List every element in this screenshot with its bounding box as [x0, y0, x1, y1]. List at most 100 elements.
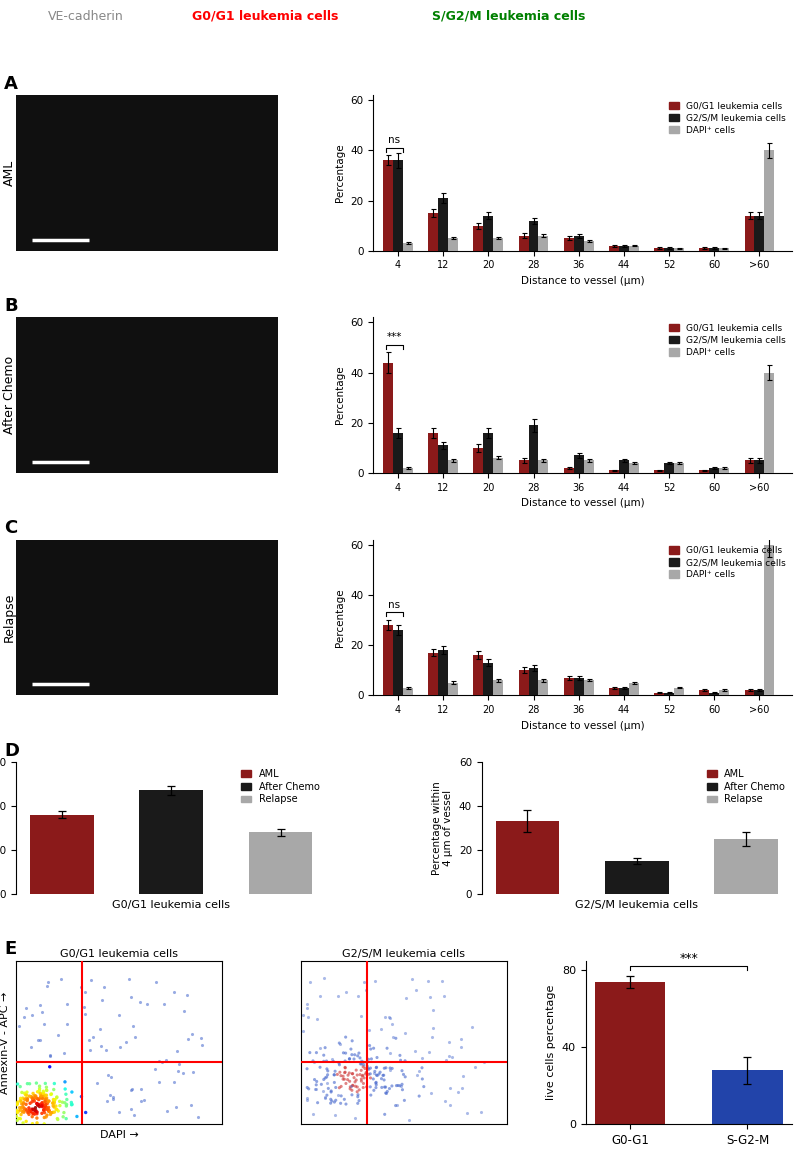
- Point: [40, 1082, 53, 1100]
- Point: [99, 1041, 112, 1060]
- Point: [159, 1050, 172, 1069]
- Point: [49, 1091, 62, 1109]
- Point: [373, 1065, 386, 1084]
- Point: [26, 1105, 39, 1123]
- Point: [119, 1033, 132, 1052]
- Y-axis label: Percentage: Percentage: [334, 144, 345, 202]
- Bar: [383, 362, 393, 473]
- Point: [61, 1091, 74, 1109]
- Point: [35, 1088, 48, 1107]
- Point: [38, 1108, 50, 1126]
- Point: [375, 1078, 388, 1097]
- Point: [60, 1097, 73, 1115]
- Point: [17, 1098, 30, 1116]
- Point: [370, 1076, 382, 1094]
- Point: [338, 1090, 350, 1108]
- Point: [26, 1115, 39, 1133]
- Bar: [754, 216, 765, 250]
- Point: [351, 1065, 364, 1084]
- Point: [365, 1049, 378, 1068]
- Point: [78, 998, 90, 1017]
- Point: [311, 1093, 324, 1111]
- Point: [333, 1034, 346, 1053]
- Bar: [494, 680, 503, 695]
- Y-axis label: live cells percentage: live cells percentage: [546, 985, 556, 1100]
- Point: [39, 1095, 52, 1114]
- Bar: [664, 693, 674, 695]
- Point: [357, 1057, 370, 1076]
- Point: [367, 1064, 380, 1083]
- Point: [334, 1067, 347, 1085]
- Point: [343, 1072, 356, 1091]
- Point: [52, 1026, 65, 1045]
- Bar: [719, 248, 729, 250]
- Point: [413, 1062, 426, 1080]
- Point: [47, 1094, 60, 1113]
- Point: [301, 1078, 314, 1097]
- Point: [17, 1093, 30, 1111]
- Point: [43, 1102, 56, 1121]
- Bar: [564, 468, 574, 473]
- Point: [364, 1078, 377, 1097]
- Point: [14, 1092, 27, 1110]
- Point: [58, 1093, 71, 1111]
- Point: [82, 1031, 95, 1049]
- Bar: [438, 445, 448, 473]
- Point: [50, 1100, 63, 1118]
- Point: [355, 1007, 368, 1025]
- Point: [91, 1073, 104, 1092]
- Point: [318, 1053, 330, 1071]
- Point: [364, 1064, 377, 1083]
- Point: [367, 1082, 380, 1100]
- Point: [21, 1090, 34, 1108]
- Point: [359, 981, 372, 1000]
- Point: [30, 1109, 43, 1128]
- Bar: [538, 460, 549, 473]
- Point: [11, 1094, 24, 1113]
- Point: [425, 1084, 438, 1102]
- Bar: [496, 821, 559, 894]
- Point: [344, 1078, 357, 1097]
- Point: [379, 1058, 392, 1077]
- Legend: G0/G1 leukemia cells, G2/S/M leukemia cells, DAPI⁺ cells: G0/G1 leukemia cells, G2/S/M leukemia ce…: [667, 322, 787, 359]
- Point: [58, 1103, 70, 1122]
- Point: [170, 1041, 183, 1060]
- Point: [172, 1062, 185, 1080]
- Point: [42, 1092, 55, 1110]
- Point: [22, 1103, 34, 1122]
- Bar: [674, 248, 684, 250]
- Point: [58, 1079, 71, 1098]
- Point: [383, 1079, 396, 1098]
- Point: [325, 1083, 338, 1101]
- Point: [334, 1086, 347, 1105]
- Text: G0/G1 leukemia cells: G0/G1 leukemia cells: [192, 9, 338, 23]
- Point: [328, 1065, 341, 1084]
- Point: [43, 1046, 56, 1064]
- Point: [16, 1102, 29, 1121]
- Bar: [249, 832, 312, 894]
- Point: [390, 1097, 402, 1115]
- Point: [346, 1032, 358, 1050]
- Point: [350, 1071, 362, 1090]
- Point: [101, 1065, 114, 1084]
- Bar: [383, 160, 393, 250]
- Point: [402, 1110, 415, 1129]
- Point: [339, 1095, 352, 1114]
- Point: [42, 1092, 55, 1110]
- Bar: [765, 372, 774, 473]
- Bar: [609, 470, 619, 473]
- Point: [442, 1033, 455, 1052]
- Point: [395, 1062, 408, 1080]
- Point: [170, 1098, 182, 1116]
- Point: [78, 982, 91, 1001]
- Point: [70, 1107, 83, 1125]
- Point: [150, 972, 162, 990]
- Point: [14, 1099, 26, 1117]
- Point: [106, 1087, 119, 1106]
- Point: [310, 1076, 322, 1094]
- Point: [36, 1085, 49, 1103]
- Point: [14, 1092, 26, 1110]
- Point: [316, 1082, 329, 1100]
- Point: [21, 1075, 34, 1093]
- Point: [381, 1083, 394, 1101]
